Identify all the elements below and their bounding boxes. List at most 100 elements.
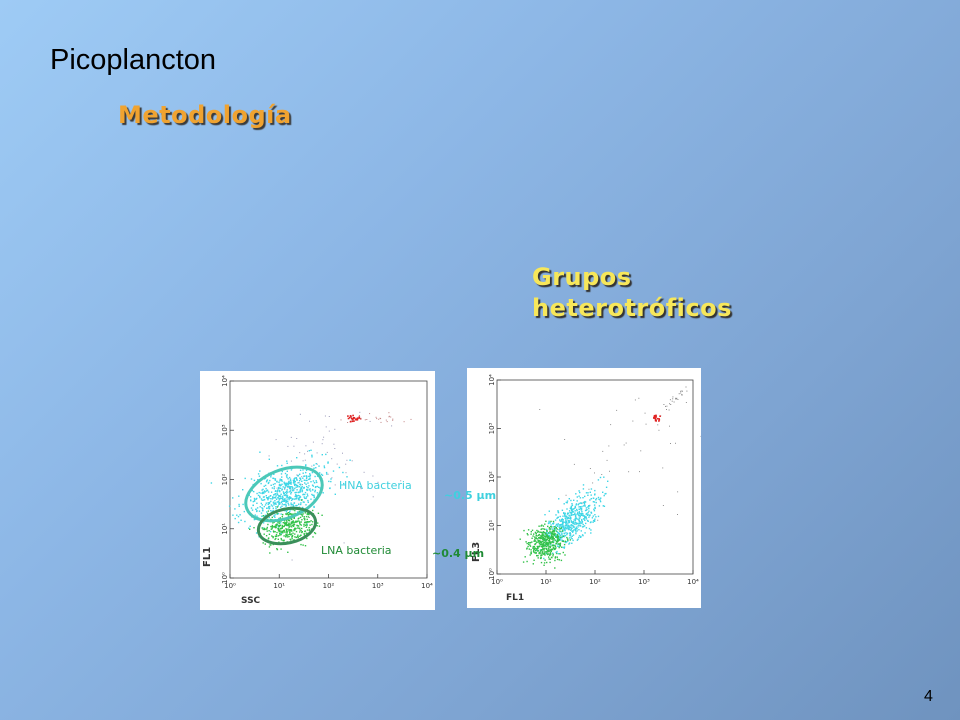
event-dot: [284, 488, 286, 490]
event-dot: [554, 557, 556, 559]
event-dot: [316, 463, 318, 465]
event-dot: [570, 507, 573, 510]
event-dot: [299, 491, 301, 493]
event-dot: [266, 528, 268, 530]
event-dot: [249, 525, 251, 527]
event-dot: [565, 532, 567, 534]
event-dot: [290, 523, 292, 525]
event-dot: [297, 499, 300, 501]
event-dot: [286, 513, 288, 516]
event-dot: [300, 502, 302, 504]
event-dot: [582, 502, 584, 504]
event-dot: [592, 497, 595, 499]
event-dot: [297, 497, 299, 499]
event-dot: [260, 482, 262, 485]
event-dot: [543, 538, 545, 540]
event-dot: [274, 525, 276, 528]
event-dot: [277, 528, 279, 530]
lna-events: [519, 520, 571, 569]
event-dot: [328, 416, 330, 417]
event-dot: [542, 541, 544, 543]
event-dot: [321, 454, 323, 456]
event-dot: [552, 537, 554, 540]
event-dot: [304, 545, 307, 547]
event-dot: [267, 523, 269, 526]
event-dot: [541, 524, 543, 526]
event-dot: [279, 487, 282, 489]
event-dot: [237, 521, 240, 524]
event-dot: [675, 397, 677, 399]
event-dot: [347, 422, 349, 423]
event-dot: [313, 505, 315, 508]
event-dot: [282, 500, 284, 502]
event-dot: [559, 527, 561, 530]
event-dot: [306, 524, 308, 527]
event-dot: [568, 517, 570, 520]
event-dot: [580, 530, 582, 532]
event-dot: [549, 552, 552, 554]
event-dot: [547, 547, 550, 549]
event-dot: [302, 477, 304, 479]
event-dot: [578, 522, 581, 525]
event-dot: [298, 527, 300, 529]
event-dot: [581, 514, 583, 516]
event-dot: [291, 520, 293, 523]
event-dot: [282, 522, 284, 524]
event-dot: [295, 477, 297, 479]
event-dot: [309, 490, 312, 492]
y-tick-label: 10⁴: [221, 375, 229, 387]
event-dot: [527, 534, 529, 536]
event-dot: [291, 486, 293, 488]
event-dot: [559, 515, 561, 518]
event-dot: [276, 512, 278, 515]
event-dot: [563, 536, 565, 538]
event-dot: [568, 537, 571, 539]
event-dot: [299, 484, 302, 486]
event-dot: [288, 504, 290, 506]
event-dot: [578, 502, 580, 505]
event-dot: [330, 478, 332, 480]
event-dot: [571, 514, 573, 516]
event-dot: [572, 539, 574, 542]
event-dot: [287, 445, 289, 447]
event-dot: [269, 479, 271, 482]
event-dot: [565, 524, 567, 527]
event-dot: [541, 532, 543, 534]
event-dot: [566, 513, 569, 515]
event-dot: [295, 486, 297, 488]
event-dot: [291, 487, 294, 489]
event-dot: [562, 535, 565, 537]
event-dot: [554, 567, 556, 569]
event-dot: [268, 516, 270, 519]
event-dot: [343, 482, 345, 485]
page-number: 4: [924, 688, 933, 705]
event-dot: [303, 475, 305, 477]
event-dot: [544, 536, 547, 538]
event-dot: [536, 535, 538, 537]
event-dot: [529, 554, 531, 556]
event-dot: [542, 543, 544, 546]
event-dot: [272, 526, 274, 528]
event-dot: [262, 499, 265, 501]
event-dot: [287, 551, 289, 553]
event-dot: [543, 544, 545, 546]
event-dot: [274, 479, 276, 481]
event-dot: [285, 528, 287, 530]
event-dot: [535, 548, 537, 550]
event-dot: [292, 525, 295, 527]
event-dot: [538, 536, 540, 539]
event-dot: [564, 517, 567, 520]
event-dot: [540, 525, 542, 527]
event-dot: [323, 436, 325, 438]
event-dot: [548, 546, 550, 548]
event-dot: [281, 497, 283, 500]
event-dot: [290, 521, 293, 524]
event-dot: [571, 524, 573, 526]
event-dot: [569, 516, 572, 519]
event-dot: [575, 527, 578, 530]
event-dot: [292, 482, 295, 484]
event-dot: [555, 535, 557, 537]
event-dot: [569, 532, 571, 534]
event-dot: [284, 487, 286, 489]
event-dot: [548, 536, 550, 538]
